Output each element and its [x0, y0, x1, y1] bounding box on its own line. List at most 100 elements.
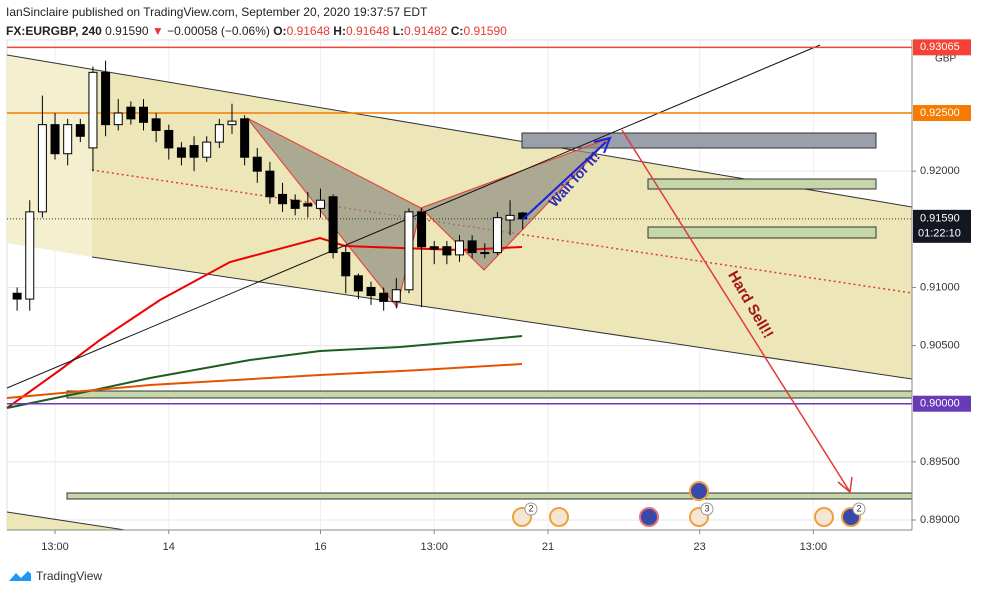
channel-fill-left — [7, 55, 92, 257]
candle-body — [505, 214, 515, 221]
price-tag — [913, 105, 971, 122]
currency: GBP — [935, 54, 956, 65]
change: −0.00058 (−0.06%) — [167, 24, 270, 38]
o-label: O: — [273, 24, 287, 38]
c-label: C: — [450, 24, 464, 38]
brand: TradingView — [36, 569, 103, 583]
trend-line — [6, 44, 821, 389]
o-value: 0.91648 — [286, 24, 330, 38]
x-tick-label: 16 — [314, 541, 326, 553]
y-tick-label: 0.89000 — [920, 514, 960, 526]
candle-body — [75, 124, 85, 137]
zone — [647, 178, 877, 190]
candle-body — [214, 124, 224, 143]
candle-body — [467, 240, 477, 254]
x-tick-label: 13:00 — [800, 541, 828, 553]
candle-body — [176, 147, 186, 158]
candle-body — [151, 118, 161, 131]
candle-body — [303, 203, 313, 207]
candle-body — [290, 199, 300, 209]
candle-body — [50, 124, 60, 155]
event-icon — [689, 481, 709, 501]
y-tick-label: 0.92000 — [920, 165, 960, 177]
countdown: 01:22:10 — [918, 228, 961, 240]
last: 0.91590 — [105, 24, 149, 38]
candle-body — [455, 240, 464, 256]
x-tick-label: 14 — [163, 541, 175, 553]
candle-body — [328, 196, 338, 254]
x-tick-label: 21 — [542, 541, 554, 553]
publish-line: IanSinclaire published on TradingView.co… — [6, 5, 428, 19]
event-count: 2 — [856, 503, 861, 513]
price-tag-label: 0.90000 — [920, 398, 960, 410]
h-value: 0.91648 — [345, 24, 390, 38]
candle-body — [341, 252, 351, 277]
candle-body — [315, 199, 325, 209]
price-tag — [913, 39, 971, 56]
candle-body — [63, 124, 73, 155]
zone — [647, 226, 877, 239]
candle-body — [379, 292, 389, 302]
last-price-label: 0.91590 — [920, 213, 960, 225]
footer: TradingView — [8, 569, 102, 583]
event-icon — [814, 507, 834, 527]
c-value: 0.91590 — [463, 24, 507, 38]
event-count: 2 — [528, 503, 533, 513]
logo — [9, 571, 31, 581]
badge — [700, 502, 714, 516]
candle-body — [12, 292, 22, 300]
candle-body — [189, 145, 199, 158]
price-tag — [913, 395, 971, 412]
price-axis — [912, 40, 984, 530]
channel-bottom — [91, 256, 913, 380]
candle-body — [404, 211, 414, 291]
symbol: FX:EURGBP, 240 — [6, 24, 102, 38]
candle-body — [278, 193, 288, 205]
event-count: 3 — [704, 503, 709, 513]
candle-body — [480, 252, 490, 255]
candle-body — [366, 286, 376, 297]
candle-body — [202, 141, 212, 158]
candle-body — [101, 71, 111, 126]
channel-mid — [91, 169, 913, 294]
zone — [66, 492, 913, 500]
event-icon — [549, 507, 569, 527]
l-label: L: — [392, 24, 405, 38]
x-tick-label: 13:00 — [41, 541, 69, 553]
candle-body — [252, 156, 262, 172]
h-label: H: — [333, 24, 346, 38]
candle-body — [88, 71, 98, 149]
candle-body — [417, 211, 427, 248]
header: IanSinclaire published on TradingView.co… — [6, 3, 507, 41]
candle-body — [139, 106, 149, 123]
badge — [852, 502, 866, 516]
x-tick-label: 13:00 — [420, 541, 448, 553]
y-tick-label: 0.90500 — [920, 339, 960, 351]
candle-body — [164, 129, 174, 149]
l-value: 0.91482 — [404, 24, 448, 38]
candle-body — [265, 170, 275, 198]
candles — [12, 60, 528, 311]
candle-body — [429, 246, 439, 250]
lower-line — [6, 511, 126, 531]
x-tick-label: 23 — [694, 541, 706, 553]
y-tick-label: 0.91000 — [920, 281, 960, 293]
candle-body — [25, 211, 35, 300]
candle-body — [492, 217, 502, 254]
price-tag-label: 0.93065 — [920, 41, 960, 53]
events: 2 3 2 — [512, 481, 866, 527]
arrow: ▼ — [151, 24, 164, 38]
ma-orange — [6, 363, 523, 399]
red-arrowhead — [837, 476, 853, 494]
candle-body — [126, 106, 136, 120]
candle-body — [353, 275, 363, 292]
blue-arrow — [521, 141, 607, 221]
blue-arrowhead — [593, 136, 612, 154]
last-price-tag — [913, 209, 971, 243]
candle-body — [113, 112, 123, 126]
symbol-line: FX:EURGBP, 240 0.91590 ▼ −0.00058 (−0.06… — [6, 22, 507, 41]
candle-body — [240, 118, 250, 158]
axis-labels: 0.89000 0.89500 0.90500 0.91000 0.92000 13:00… — [41, 39, 971, 553]
y-tick-label: 0.89500 — [920, 456, 960, 468]
red-arrow — [621, 129, 851, 493]
